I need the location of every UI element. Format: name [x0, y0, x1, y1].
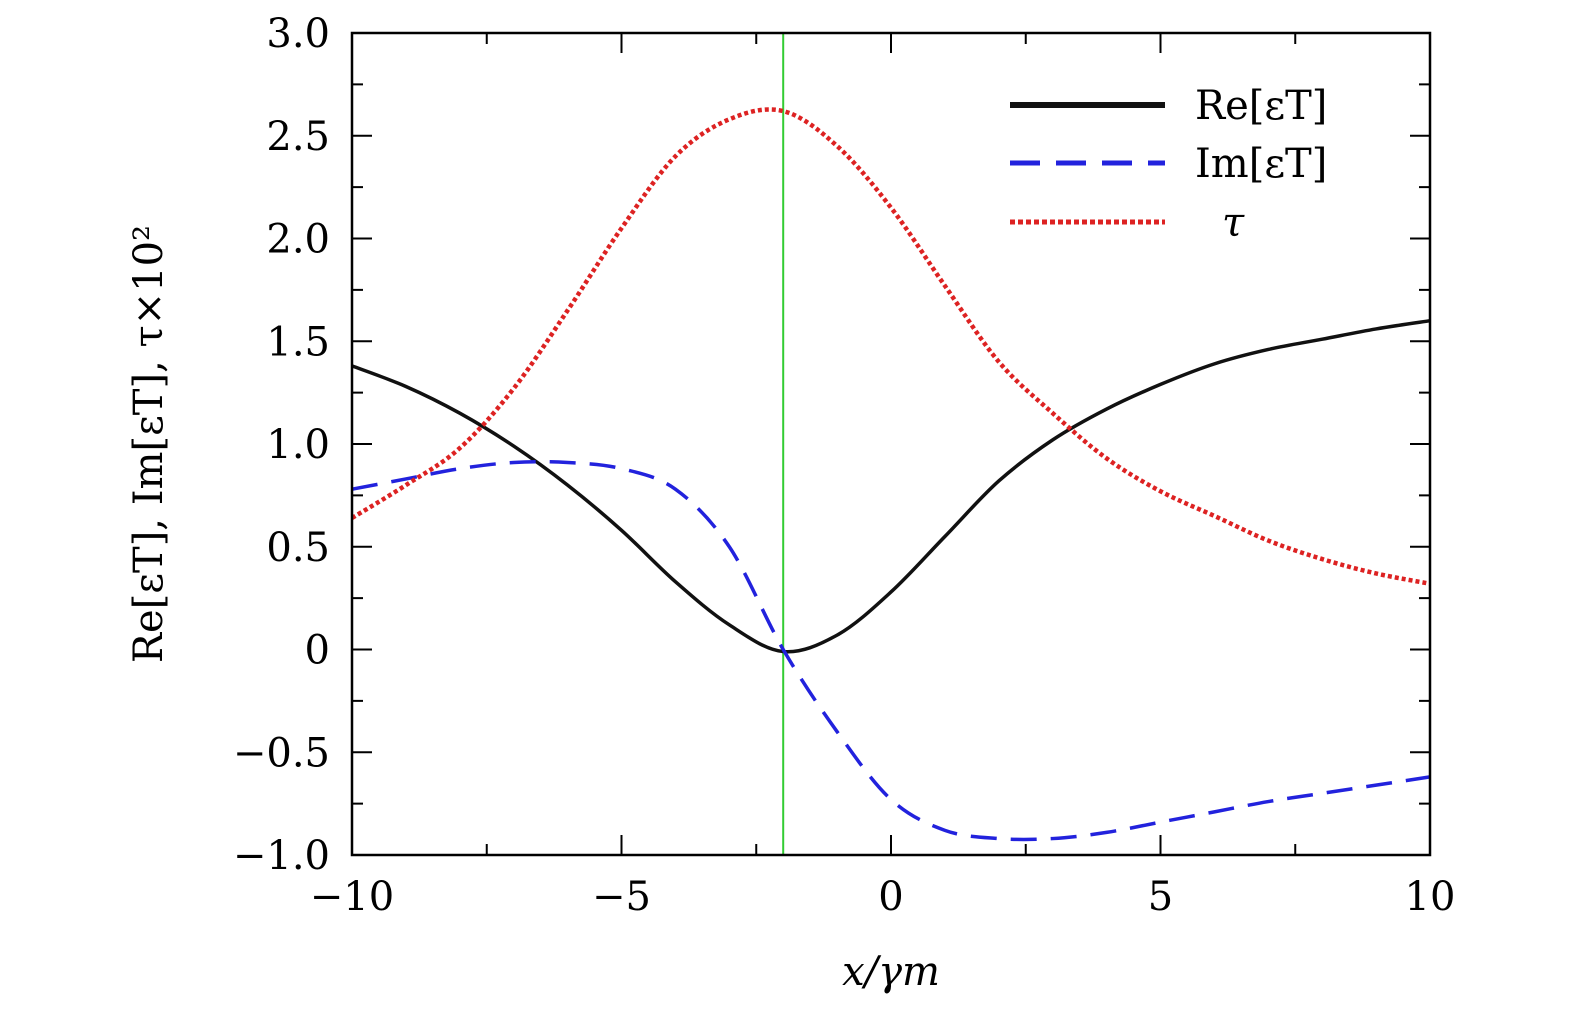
x-axis-label: x/γm: [842, 949, 940, 995]
y-tick-label: 1.5: [266, 319, 330, 365]
legend-label-1: Im[εT]: [1195, 141, 1327, 187]
axis-labels: x/γm Re[εT], Im[εT], τ×10²: [126, 225, 940, 995]
x-tick-label: 5: [1148, 874, 1173, 920]
y-tick-label: 3.0: [266, 11, 330, 57]
y-tick-label: 2.5: [266, 114, 330, 160]
legend-label-0: Re[εT]: [1195, 83, 1327, 129]
y-tick-label: −1.0: [233, 833, 330, 879]
legend: Re[εT] Im[εT] τ: [1010, 83, 1327, 246]
series-line-2: [350, 107, 1431, 586]
y-tick-label: 2.0: [266, 217, 330, 263]
y-tick-label: 1.0: [266, 422, 330, 468]
series-line-0: [351, 318, 1431, 654]
x-tick-label: −5: [592, 874, 651, 920]
y-axis-label: Re[εT], Im[εT], τ×10²: [126, 225, 172, 663]
series-layer: [350, 33, 1431, 855]
y-tick-label: 0: [305, 628, 330, 674]
plot-frame: [350, 31, 1432, 857]
series-line-1: [351, 459, 1431, 842]
x-tick-label: 0: [878, 874, 903, 920]
x-tick-label: 10: [1405, 874, 1456, 920]
legend-label-2: τ: [1222, 200, 1245, 246]
y-tick-label: −0.5: [233, 730, 330, 776]
x-tick-label: −10: [310, 874, 394, 920]
y-tick-label: 0.5: [266, 525, 330, 571]
